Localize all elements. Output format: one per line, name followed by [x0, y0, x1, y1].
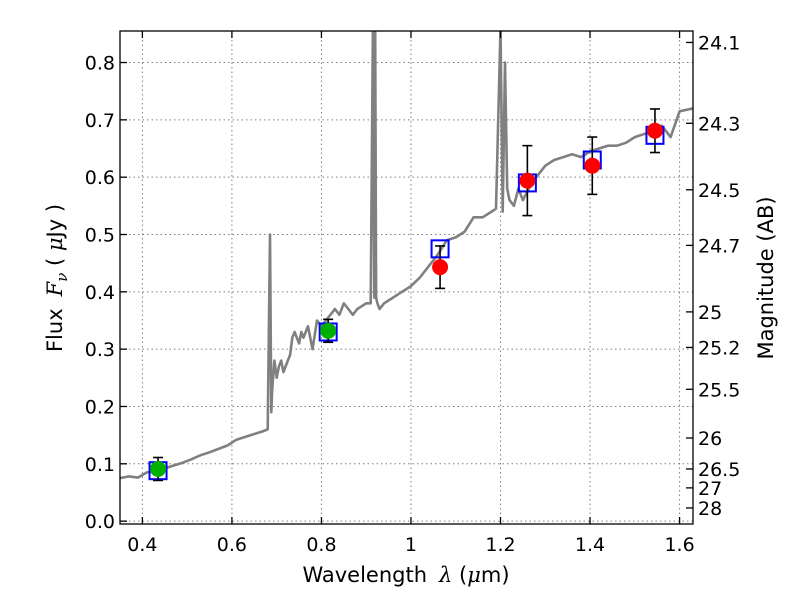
y2-tick-label: 26 — [698, 428, 722, 450]
y2-tick-label: 28 — [698, 498, 722, 520]
plot-area — [120, 31, 693, 482]
y-axis-label: FluxFν ( μJy ) — [43, 204, 71, 352]
observed-point — [519, 172, 536, 189]
x-tick-label: 0.8 — [306, 534, 336, 556]
x-tick-label: 1.4 — [575, 534, 605, 556]
y2-tick-label: 25.2 — [698, 337, 740, 359]
observed-point — [150, 460, 167, 477]
y2-tick-label: 27 — [698, 478, 722, 500]
y-tick-label: 0.4 — [85, 282, 115, 304]
y2-tick-label: 25.5 — [698, 379, 740, 401]
y2-tick-label: 24.3 — [698, 113, 740, 135]
spectrum-line — [120, 31, 693, 480]
observed-point — [646, 122, 663, 139]
y-tick-label: 0.1 — [85, 454, 115, 476]
plot-frame — [119, 30, 694, 525]
x-axis-label: Wavelength λ (μm) — [302, 563, 509, 587]
x-tick-label: 1.2 — [485, 534, 515, 556]
y2-tick-label: 25 — [698, 302, 722, 324]
x-tick-label: 0.6 — [217, 534, 247, 556]
y-tick-label: 0.8 — [85, 53, 115, 75]
axis-ticks: 0.4 0.6 0.8 1 1.2 1.4 1.6 0.0 0.1 0.2 0.3 0.4 0.5 0.6… — [85, 31, 740, 556]
x-tick-label: 1 — [405, 534, 417, 556]
observed-point — [432, 259, 449, 276]
y-tick-label: 0.5 — [85, 225, 115, 247]
y2-tick-label: 24.5 — [698, 180, 740, 202]
y-tick-label: 0.7 — [85, 110, 115, 132]
y-tick-label: 0.6 — [85, 167, 115, 189]
observed-point — [584, 157, 601, 174]
y2-axis-label: Magnitude (AB) — [754, 196, 778, 359]
observed-point — [320, 322, 337, 339]
x-tick-label: 0.4 — [127, 534, 157, 556]
x-tick-label: 1.6 — [664, 534, 694, 556]
y2-tick-label: 24.1 — [698, 32, 740, 54]
y2-tick-label: 24.7 — [698, 235, 740, 257]
grid — [120, 31, 693, 524]
y-tick-label: 0.2 — [85, 396, 115, 418]
y-tick-label: 0.3 — [85, 339, 115, 361]
y2-tick-label: 26.5 — [698, 459, 740, 481]
y-tick-label: 0.0 — [85, 511, 115, 533]
